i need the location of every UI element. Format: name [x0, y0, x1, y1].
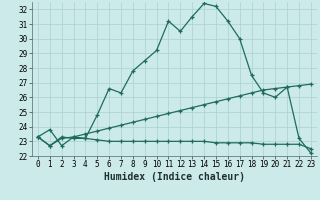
X-axis label: Humidex (Indice chaleur): Humidex (Indice chaleur): [104, 172, 245, 182]
